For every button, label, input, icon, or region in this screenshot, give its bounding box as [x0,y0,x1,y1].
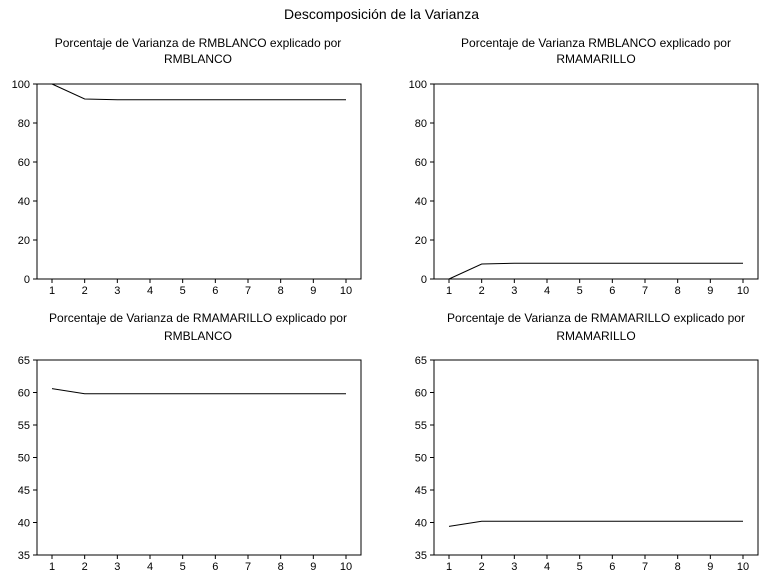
y-tick-label: 65 [415,355,427,367]
y-tick-label: 50 [415,453,427,465]
x-tick-label: 3 [511,285,517,297]
y-tick-label: 35 [415,550,427,562]
figure-title: Descomposición de la Varianza [283,6,480,22]
chart-panel-2: Porcentaje de Varianza RMBLANCO explicad… [409,36,759,297]
y-tick-label: 45 [18,485,30,497]
chart-title-line: RMBLANCO [164,329,232,343]
x-tick-label: 9 [310,285,316,297]
y-tick-label: 45 [415,485,427,497]
x-tick-label: 8 [278,561,284,572]
x-tick-label: 4 [147,561,153,572]
chart-title-line: RMAMARILLO [556,329,635,343]
y-tick-label: 0 [24,274,30,286]
x-tick-label: 10 [340,561,352,572]
y-tick-label: 55 [18,420,30,432]
y-tick-label: 40 [18,196,30,208]
x-tick-label: 4 [544,285,550,297]
x-tick-label: 10 [737,561,749,572]
x-tick-label: 10 [340,285,352,297]
x-tick-label: 4 [147,285,153,297]
plot-frame [433,83,759,280]
y-tick-label: 40 [18,518,30,530]
x-tick-label: 8 [675,285,681,297]
y-tick-label: 60 [415,388,427,400]
y-tick-label: 60 [18,388,30,400]
y-tick-label: 60 [18,157,30,169]
x-tick-label: 5 [180,285,186,297]
x-tick-label: 4 [544,561,550,572]
x-tick-label: 7 [245,561,251,572]
chart-title-line: Porcentaje de Varianza de RMAMARILLO exp… [447,311,745,325]
chart-title-line: Porcentaje de Varianza RMBLANCO explicad… [461,36,731,50]
x-tick-label: 7 [642,285,648,297]
x-tick-label: 6 [609,285,615,297]
chart-title-line: Porcentaje de Varianza de RMBLANCO expli… [55,36,342,50]
x-tick-label: 7 [642,561,648,572]
x-tick-label: 10 [737,285,749,297]
x-tick-label: 5 [180,561,186,572]
x-tick-label: 3 [511,561,517,572]
y-tick-label: 35 [18,550,30,562]
series-line [448,262,743,280]
x-tick-label: 1 [446,285,452,297]
x-tick-label: 2 [82,561,88,572]
x-tick-label: 6 [609,561,615,572]
plot-frame [36,83,362,280]
x-tick-label: 3 [114,561,120,572]
chart-title-line: RMAMARILLO [556,52,635,66]
x-tick-label: 3 [114,285,120,297]
x-tick-label: 2 [479,285,485,297]
y-tick-label: 60 [415,157,427,169]
series-line [51,83,346,101]
x-tick-label: 6 [212,285,218,297]
x-tick-label: 2 [479,561,485,572]
plot-frame [433,359,759,556]
y-tick-label: 65 [18,355,30,367]
y-tick-label: 100 [12,79,30,91]
y-tick-label: 80 [18,118,30,130]
y-tick-label: 100 [409,79,427,91]
y-tick-label: 20 [18,235,30,247]
x-tick-label: 8 [278,285,284,297]
x-tick-label: 6 [212,561,218,572]
y-tick-label: 50 [18,453,30,465]
y-tick-label: 80 [415,118,427,130]
chart-panel-4: Porcentaje de Varianza de RMAMARILLO exp… [415,311,759,572]
x-tick-label: 8 [675,561,681,572]
chart-panel-3: Porcentaje de Varianza de RMAMARILLO exp… [18,311,362,572]
x-tick-label: 9 [707,285,713,297]
x-tick-label: 1 [49,285,55,297]
y-tick-label: 20 [415,235,427,247]
series-line [448,520,743,527]
chart-panel-1: Porcentaje de Varianza de RMBLANCO expli… [12,36,362,297]
x-tick-label: 2 [82,285,88,297]
y-tick-label: 40 [415,196,427,208]
chart-title-line: Porcentaje de Varianza de RMAMARILLO exp… [49,311,347,325]
y-tick-label: 40 [415,518,427,530]
y-tick-label: 55 [415,420,427,432]
x-tick-label: 1 [49,561,55,572]
y-tick-label: 0 [421,274,427,286]
x-tick-label: 5 [577,285,583,297]
x-tick-label: 1 [446,561,452,572]
plot-frame [36,359,362,556]
x-tick-label: 9 [310,561,316,572]
series-line [51,388,346,395]
x-tick-label: 9 [707,561,713,572]
chart-title-line: RMBLANCO [164,52,232,66]
x-tick-label: 7 [245,285,251,297]
x-tick-label: 5 [577,561,583,572]
